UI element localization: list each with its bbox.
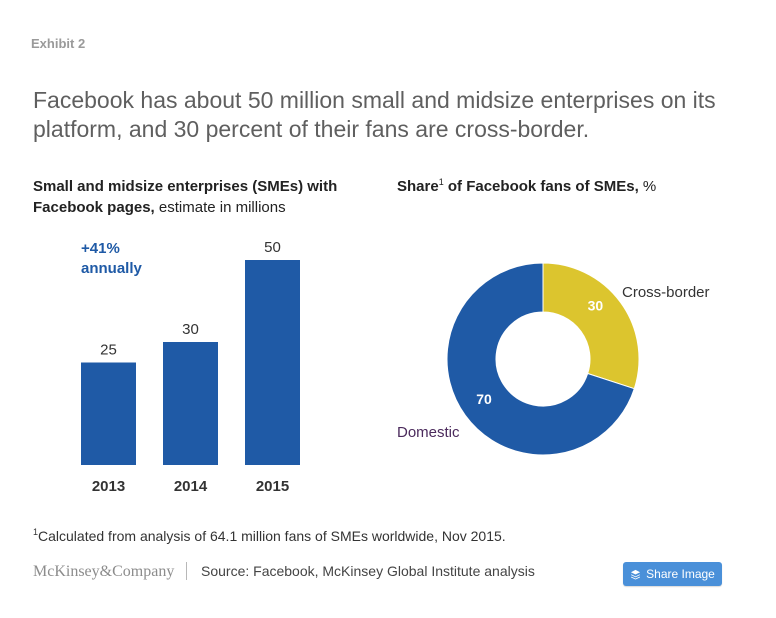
- donut-chart: 30 70 Cross-border Domestic: [397, 262, 710, 456]
- donut-chart-title-bold: Share: [397, 178, 439, 195]
- bar-chart-title: Small and midsize enterprises (SMEs) wit…: [33, 176, 383, 218]
- x-tick-label: 2013: [92, 478, 125, 495]
- bar-chart-title-unit: estimate in millions: [154, 199, 286, 216]
- footnote-marker: 1: [438, 177, 444, 187]
- bar-value-label: 30: [182, 321, 199, 338]
- growth-rate: +41%: [81, 240, 120, 257]
- layers-icon: [631, 569, 641, 580]
- growth-annotation: +41% annually: [81, 239, 142, 279]
- x-tick-label: 2014: [174, 478, 208, 495]
- mckinsey-logo: McKinsey&Company: [33, 563, 175, 580]
- footnote: 1Calculated from analysis of 64.1 millio…: [33, 527, 506, 545]
- donut-chart-title-unit: %: [638, 178, 657, 195]
- share-image-label: Share Image: [646, 567, 715, 581]
- bar-2015: [245, 260, 300, 465]
- donut-slice-domestic: [446, 262, 635, 456]
- source-text: Source: Facebook, McKinsey Global Instit…: [201, 563, 535, 579]
- bar-2014: [163, 342, 218, 465]
- footer-divider: [186, 562, 187, 580]
- x-tick-label: 2015: [256, 478, 289, 495]
- donut-value-label: 30: [588, 297, 604, 313]
- headline: Facebook has about 50 million small and …: [33, 87, 716, 142]
- donut-chart-title-bold-2: of Facebook fans of SMEs,: [443, 178, 639, 195]
- bar-value-label: 25: [100, 342, 117, 359]
- bar-value-label: 50: [264, 239, 281, 256]
- donut-value-label: 70: [476, 391, 492, 407]
- exhibit-label: Exhibit 2: [31, 36, 86, 51]
- donut-chart-title: Share1 of Facebook fans of SMEs, %: [397, 176, 757, 197]
- footnote-text: Calculated from analysis of 64.1 million…: [38, 528, 506, 544]
- footnote-number: 1: [33, 527, 39, 537]
- share-image-button[interactable]: Share Image: [623, 562, 722, 586]
- donut-label-cross-border: Cross-border: [622, 284, 710, 301]
- bar-2013: [81, 362, 136, 465]
- bar-chart-title-bold: Small and midsize enterprises (SMEs) wit…: [33, 178, 338, 216]
- donut-label-domestic: Domestic: [397, 424, 460, 441]
- donut-slice-cross-border: [542, 262, 640, 390]
- growth-period: annually: [81, 260, 142, 277]
- bar-chart: 25 2013 30 2014 50 2015: [81, 239, 300, 495]
